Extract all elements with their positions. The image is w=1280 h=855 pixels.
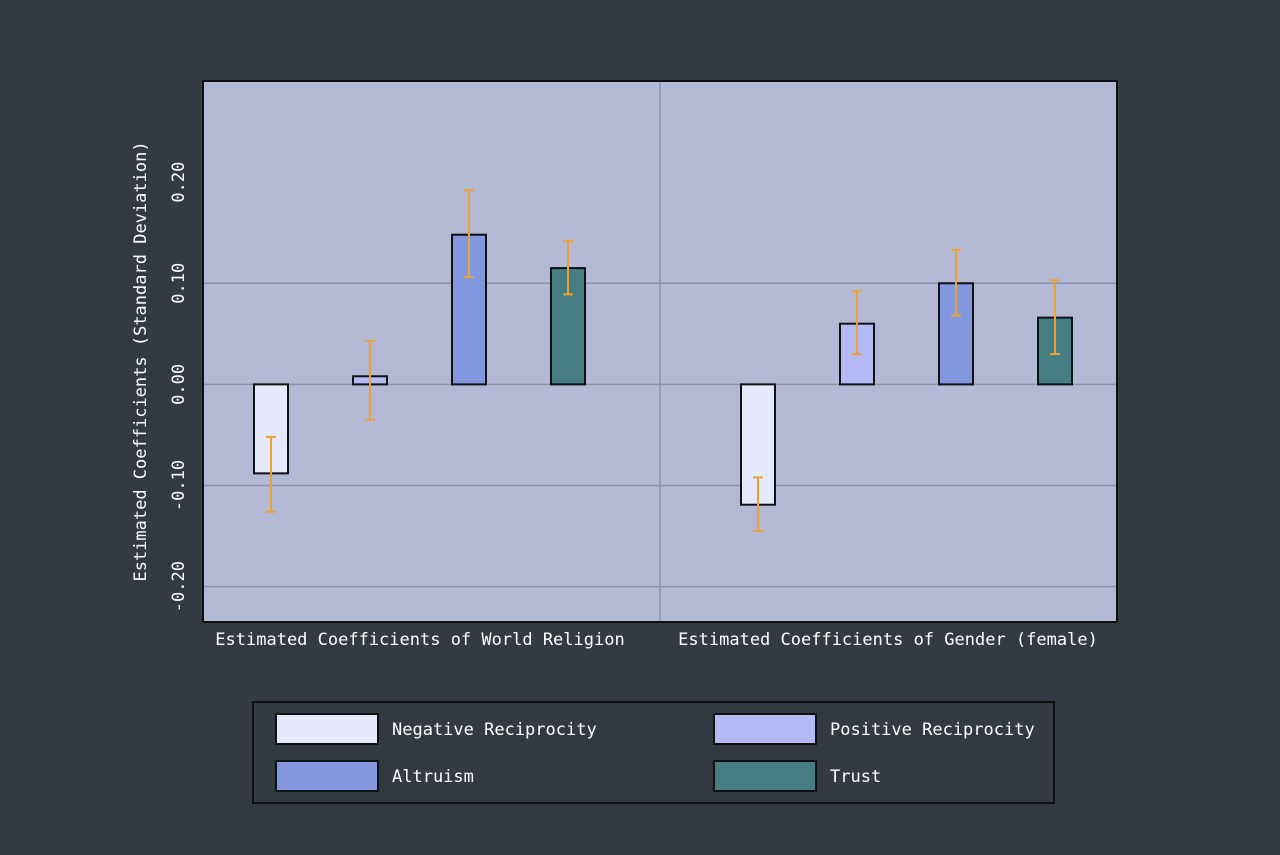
y-tick-label: -0.20 <box>169 561 189 612</box>
y-axis-label: Estimated Coefficients (Standard Deviati… <box>131 141 151 581</box>
legend-label: Trust <box>830 767 881 787</box>
legend-label: Altruism <box>392 767 474 787</box>
legend-swatch <box>275 713 379 745</box>
legend-swatch <box>713 713 817 745</box>
x-category-label: Estimated Coefficients of World Religion <box>215 630 624 650</box>
legend-swatch <box>275 760 379 792</box>
y-tick-label: 0.00 <box>169 364 189 405</box>
legend-label: Positive Reciprocity <box>830 720 1035 740</box>
plot-frame <box>202 80 1118 623</box>
y-tick-label: 0.10 <box>169 263 189 304</box>
legend-label: Negative Reciprocity <box>392 720 597 740</box>
x-category-label: Estimated Coefficients of Gender (female… <box>678 630 1098 650</box>
legend-box <box>252 701 1055 804</box>
legend-swatch <box>713 760 817 792</box>
y-tick-label: 0.20 <box>169 162 189 203</box>
y-tick-label: -0.10 <box>169 460 189 511</box>
